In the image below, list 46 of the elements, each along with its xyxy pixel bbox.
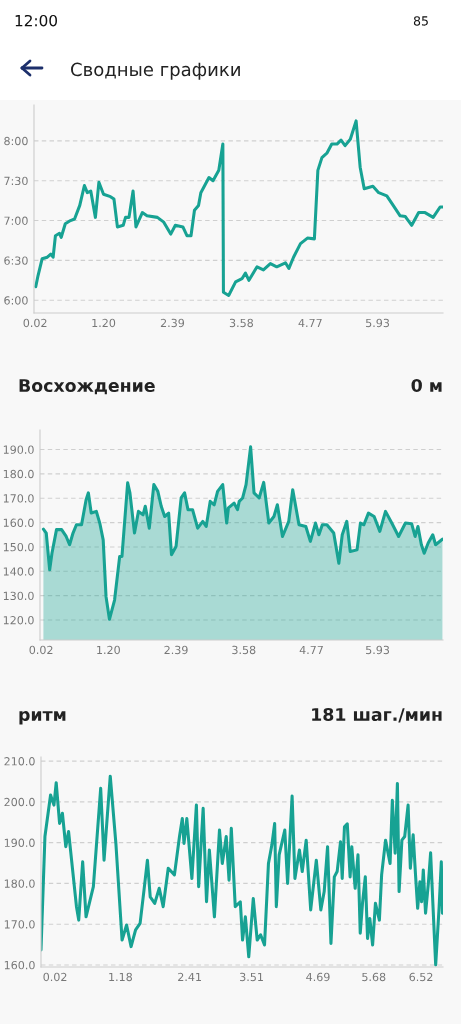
y-tick-label: 8:00 (4, 136, 28, 146)
chart-subtitle: 181 шаг./мин (312, 707, 442, 723)
x-tick-label: 3.51 (240, 972, 263, 982)
x-tick-label: 1.20 (92, 318, 116, 328)
y-tick-label: 6:00 (4, 296, 28, 305)
chart-title: Восхождение (19, 379, 155, 395)
x-tick-label: 2.41 (178, 972, 201, 981)
chart-subtitle: 0 м (411, 378, 442, 393)
x-tick-label: 2.39 (160, 318, 185, 328)
y-tick-label: 160.0 (3, 518, 34, 527)
y-tick-label: 150.0 (3, 542, 34, 552)
y-tick-label: 120.0 (3, 616, 34, 625)
text: 12:00 (15, 14, 58, 27)
y-tick-label: 170.0 (3, 494, 34, 503)
y-tick-label: 140.0 (3, 567, 34, 576)
x-tick-label: 0.02 (23, 318, 47, 328)
y-tick-label: 7:30 (4, 176, 28, 186)
x-tick-label: 1.18 (109, 972, 132, 982)
y-tick-label: 180.0 (4, 879, 35, 888)
text: 85 (413, 16, 428, 26)
y-tick-label: 200.0 (4, 797, 35, 807)
x-tick-label: 2.39 (164, 645, 188, 655)
y-tick-label: 170.0 (4, 920, 35, 929)
x-tick-label: 0.02 (29, 645, 53, 655)
x-tick-label: 4.69 (306, 972, 330, 982)
x-tick-label: 5.93 (366, 645, 390, 655)
y-tick-label: 210.0 (4, 757, 35, 766)
chart-title: Сводные графики (71, 62, 240, 80)
y-tick-label: 130.0 (3, 591, 34, 601)
x-tick-label: 4.77 (298, 318, 322, 327)
x-tick-label: 3.58 (232, 645, 256, 655)
x-tick-label: 1.20 (97, 645, 120, 655)
x-tick-label: 0.02 (43, 972, 67, 982)
y-tick-label: 6:30 (4, 256, 28, 265)
y-tick-label: 160.0 (4, 960, 35, 970)
x-tick-label: 5.93 (366, 318, 390, 328)
x-tick-label: 3.58 (229, 318, 254, 328)
y-tick-label: 190.0 (4, 838, 35, 848)
y-tick-label: 180.0 (3, 469, 34, 479)
chart-title: ритм (19, 711, 66, 725)
y-tick-label: 190.0 (3, 445, 34, 454)
x-tick-label: 5.68 (362, 972, 386, 982)
x-tick-label: 6.52 (409, 972, 433, 982)
y-tick-label: 7:00 (4, 216, 28, 225)
line-series (34, 119, 443, 297)
x-tick-label: 4.77 (299, 645, 323, 654)
